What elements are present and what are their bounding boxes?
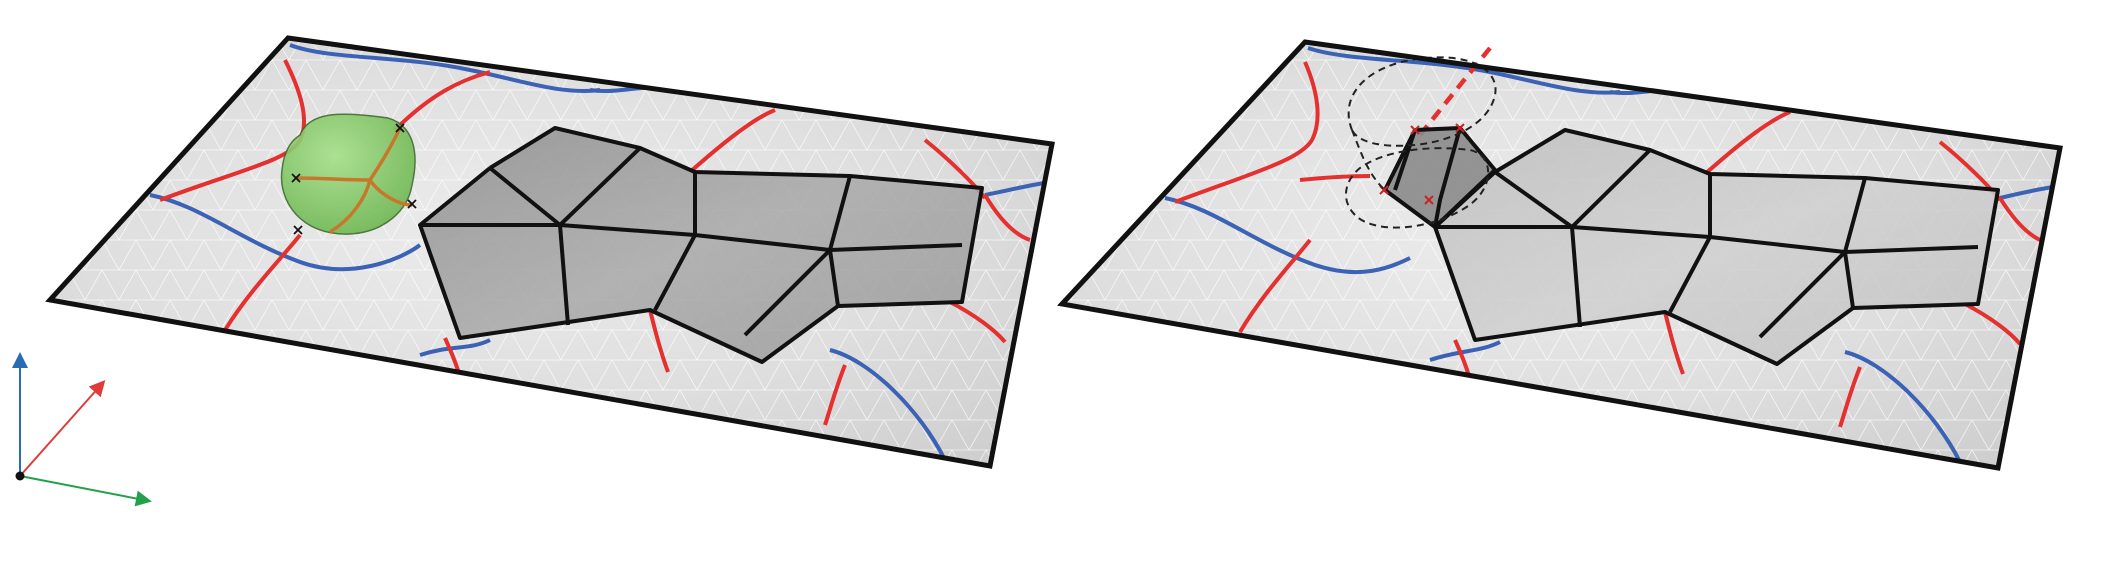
y-axis bbox=[20, 386, 100, 476]
left-panel bbox=[50, 38, 1052, 466]
right-panel bbox=[1062, 42, 2060, 468]
x-axis bbox=[20, 476, 144, 500]
coordinate-axes-icon bbox=[16, 360, 145, 500]
green-blob bbox=[282, 114, 416, 234]
origin-dot bbox=[16, 472, 25, 481]
